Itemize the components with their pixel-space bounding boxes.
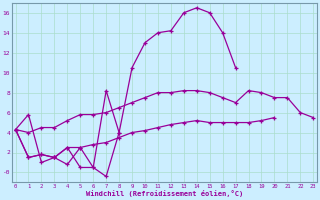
X-axis label: Windchill (Refroidissement éolien,°C): Windchill (Refroidissement éolien,°C) [86,190,243,197]
